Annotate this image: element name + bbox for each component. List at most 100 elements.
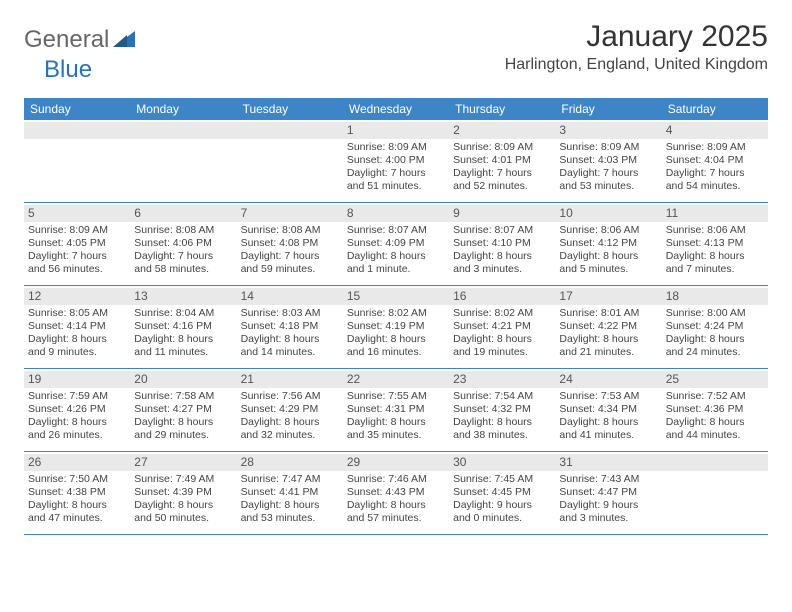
- day-cell: 4Sunrise: 8:09 AMSunset: 4:04 PMDaylight…: [662, 120, 768, 202]
- sunset-text: Sunset: 4:03 PM: [559, 154, 657, 167]
- day-cell: 28Sunrise: 7:47 AMSunset: 4:41 PMDayligh…: [237, 452, 343, 534]
- d1-text: Daylight: 8 hours: [453, 250, 551, 263]
- d2-text: and 41 minutes.: [559, 429, 657, 442]
- sunset-text: Sunset: 4:19 PM: [347, 320, 445, 333]
- d1-text: Daylight: 8 hours: [134, 499, 232, 512]
- day-cell: 13Sunrise: 8:04 AMSunset: 4:16 PMDayligh…: [130, 286, 236, 368]
- logo-text-blue: Blue: [44, 56, 92, 84]
- d2-text: and 44 minutes.: [666, 429, 764, 442]
- day-number: 20: [130, 371, 236, 388]
- week-row: 12Sunrise: 8:05 AMSunset: 4:14 PMDayligh…: [24, 286, 768, 369]
- d2-text: and 57 minutes.: [347, 512, 445, 525]
- sunset-text: Sunset: 4:16 PM: [134, 320, 232, 333]
- sunset-text: Sunset: 4:41 PM: [241, 486, 339, 499]
- day-cell: 9Sunrise: 8:07 AMSunset: 4:10 PMDaylight…: [449, 203, 555, 285]
- sunrise-text: Sunrise: 8:09 AM: [559, 141, 657, 154]
- sunrise-text: Sunrise: 7:53 AM: [559, 390, 657, 403]
- day-number: [24, 122, 130, 139]
- d2-text: and 53 minutes.: [241, 512, 339, 525]
- day-header: Tuesday: [237, 98, 343, 120]
- sunrise-text: Sunrise: 7:43 AM: [559, 473, 657, 486]
- d2-text: and 52 minutes.: [453, 180, 551, 193]
- sunset-text: Sunset: 4:26 PM: [28, 403, 126, 416]
- d2-text: and 56 minutes.: [28, 263, 126, 276]
- d2-text: and 3 minutes.: [453, 263, 551, 276]
- day-cell: 18Sunrise: 8:00 AMSunset: 4:24 PMDayligh…: [662, 286, 768, 368]
- day-number: 2: [449, 122, 555, 139]
- day-cell: 17Sunrise: 8:01 AMSunset: 4:22 PMDayligh…: [555, 286, 661, 368]
- day-number: 8: [343, 205, 449, 222]
- sunrise-text: Sunrise: 7:58 AM: [134, 390, 232, 403]
- day-number: 24: [555, 371, 661, 388]
- day-cell: 25Sunrise: 7:52 AMSunset: 4:36 PMDayligh…: [662, 369, 768, 451]
- sunset-text: Sunset: 4:01 PM: [453, 154, 551, 167]
- sunset-text: Sunset: 4:34 PM: [559, 403, 657, 416]
- day-number: 3: [555, 122, 661, 139]
- day-number: [130, 122, 236, 139]
- sunrise-text: Sunrise: 7:54 AM: [453, 390, 551, 403]
- day-cell: [24, 120, 130, 202]
- d1-text: Daylight: 7 hours: [559, 167, 657, 180]
- day-number: 25: [662, 371, 768, 388]
- day-number: 22: [343, 371, 449, 388]
- d2-text: and 16 minutes.: [347, 346, 445, 359]
- day-cell: 29Sunrise: 7:46 AMSunset: 4:43 PMDayligh…: [343, 452, 449, 534]
- d1-text: Daylight: 8 hours: [453, 333, 551, 346]
- d2-text: and 47 minutes.: [28, 512, 126, 525]
- day-number: 11: [662, 205, 768, 222]
- d1-text: Daylight: 8 hours: [347, 250, 445, 263]
- d1-text: Daylight: 7 hours: [453, 167, 551, 180]
- d2-text: and 29 minutes.: [134, 429, 232, 442]
- d2-text: and 51 minutes.: [347, 180, 445, 193]
- sunrise-text: Sunrise: 7:46 AM: [347, 473, 445, 486]
- sunset-text: Sunset: 4:21 PM: [453, 320, 551, 333]
- sunset-text: Sunset: 4:36 PM: [666, 403, 764, 416]
- day-header: Saturday: [662, 98, 768, 120]
- day-cell: 10Sunrise: 8:06 AMSunset: 4:12 PMDayligh…: [555, 203, 661, 285]
- sunrise-text: Sunrise: 7:50 AM: [28, 473, 126, 486]
- week-row: 1Sunrise: 8:09 AMSunset: 4:00 PMDaylight…: [24, 120, 768, 203]
- sunset-text: Sunset: 4:10 PM: [453, 237, 551, 250]
- day-number: [237, 122, 343, 139]
- day-number: 7: [237, 205, 343, 222]
- d2-text: and 0 minutes.: [453, 512, 551, 525]
- d1-text: Daylight: 8 hours: [559, 333, 657, 346]
- sunrise-text: Sunrise: 8:08 AM: [134, 224, 232, 237]
- d2-text: and 11 minutes.: [134, 346, 232, 359]
- d1-text: Daylight: 7 hours: [28, 250, 126, 263]
- d1-text: Daylight: 9 hours: [559, 499, 657, 512]
- day-header: Sunday: [24, 98, 130, 120]
- day-cell: 23Sunrise: 7:54 AMSunset: 4:32 PMDayligh…: [449, 369, 555, 451]
- d1-text: Daylight: 9 hours: [453, 499, 551, 512]
- day-cell: 7Sunrise: 8:08 AMSunset: 4:08 PMDaylight…: [237, 203, 343, 285]
- sunset-text: Sunset: 4:06 PM: [134, 237, 232, 250]
- sunrise-text: Sunrise: 8:02 AM: [347, 307, 445, 320]
- d2-text: and 14 minutes.: [241, 346, 339, 359]
- day-number: 26: [24, 454, 130, 471]
- d1-text: Daylight: 8 hours: [134, 333, 232, 346]
- day-cell: 14Sunrise: 8:03 AMSunset: 4:18 PMDayligh…: [237, 286, 343, 368]
- sunset-text: Sunset: 4:24 PM: [666, 320, 764, 333]
- day-cell: 27Sunrise: 7:49 AMSunset: 4:39 PMDayligh…: [130, 452, 236, 534]
- sunrise-text: Sunrise: 8:00 AM: [666, 307, 764, 320]
- d2-text: and 1 minute.: [347, 263, 445, 276]
- day-cell: 1Sunrise: 8:09 AMSunset: 4:00 PMDaylight…: [343, 120, 449, 202]
- day-number: 5: [24, 205, 130, 222]
- sunrise-text: Sunrise: 7:55 AM: [347, 390, 445, 403]
- d1-text: Daylight: 7 hours: [347, 167, 445, 180]
- d2-text: and 50 minutes.: [134, 512, 232, 525]
- day-header: Monday: [130, 98, 236, 120]
- sunset-text: Sunset: 4:39 PM: [134, 486, 232, 499]
- sunrise-text: Sunrise: 8:01 AM: [559, 307, 657, 320]
- d1-text: Daylight: 8 hours: [347, 416, 445, 429]
- day-number: 16: [449, 288, 555, 305]
- day-header: Thursday: [449, 98, 555, 120]
- d2-text: and 58 minutes.: [134, 263, 232, 276]
- sunset-text: Sunset: 4:31 PM: [347, 403, 445, 416]
- day-cell: 30Sunrise: 7:45 AMSunset: 4:45 PMDayligh…: [449, 452, 555, 534]
- sunset-text: Sunset: 4:29 PM: [241, 403, 339, 416]
- sunrise-text: Sunrise: 8:03 AM: [241, 307, 339, 320]
- sunrise-text: Sunrise: 8:07 AM: [347, 224, 445, 237]
- d1-text: Daylight: 7 hours: [241, 250, 339, 263]
- sunrise-text: Sunrise: 8:02 AM: [453, 307, 551, 320]
